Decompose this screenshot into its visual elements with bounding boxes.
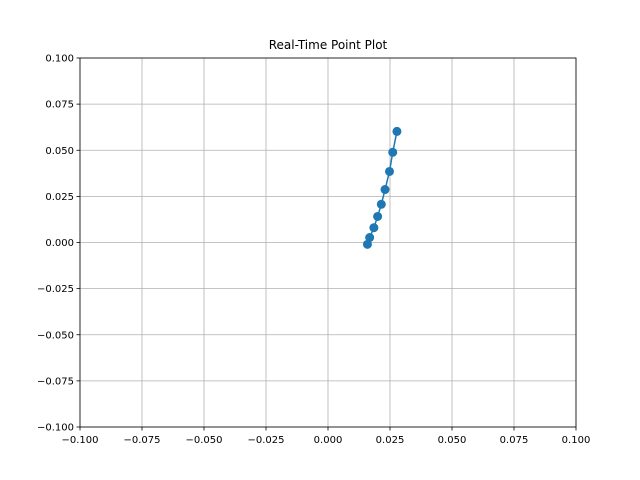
y-tick-label: −0.075 bbox=[37, 376, 74, 387]
data-series bbox=[362, 126, 402, 249]
x-tick-label: −0.100 bbox=[61, 435, 98, 446]
y-tick-label: 0.025 bbox=[45, 192, 74, 203]
y-tick-label: 0.050 bbox=[45, 146, 74, 157]
y-tick-label: −0.100 bbox=[37, 423, 74, 434]
data-point bbox=[380, 185, 390, 195]
data-point bbox=[369, 223, 379, 233]
x-tick-label: 0.050 bbox=[438, 435, 467, 446]
grid-lines bbox=[79, 57, 577, 428]
data-point bbox=[362, 239, 372, 249]
chart-title: Real-Time Point Plot bbox=[269, 38, 388, 52]
data-point bbox=[373, 211, 383, 221]
x-tick-label: 0.075 bbox=[500, 435, 529, 446]
data-point bbox=[376, 199, 386, 209]
y-tick-label: −0.025 bbox=[37, 284, 74, 295]
y-tick-label: −0.050 bbox=[37, 330, 74, 341]
y-tick-label: 0.075 bbox=[45, 100, 74, 111]
x-tick-label: 0.100 bbox=[562, 435, 591, 446]
y-tick-label: 0.000 bbox=[45, 238, 74, 249]
x-tick-label: 0.025 bbox=[376, 435, 405, 446]
x-tick-label: −0.050 bbox=[185, 435, 222, 446]
data-point bbox=[388, 147, 398, 157]
data-point bbox=[392, 126, 402, 136]
data-point bbox=[365, 233, 375, 243]
x-tick-label: 0.000 bbox=[314, 435, 343, 446]
data-point bbox=[385, 166, 395, 176]
x-tick-label: −0.025 bbox=[247, 435, 284, 446]
x-tick-label: −0.075 bbox=[123, 435, 160, 446]
y-axis: −0.100 −0.075 −0.050 −0.025 0.000 0.025 0.050 0… bbox=[37, 54, 80, 434]
y-tick-label: 0.100 bbox=[45, 54, 74, 65]
x-axis: −0.100 −0.075 −0.050 −0.025 0.000 0.025 0.050 0… bbox=[61, 427, 590, 446]
